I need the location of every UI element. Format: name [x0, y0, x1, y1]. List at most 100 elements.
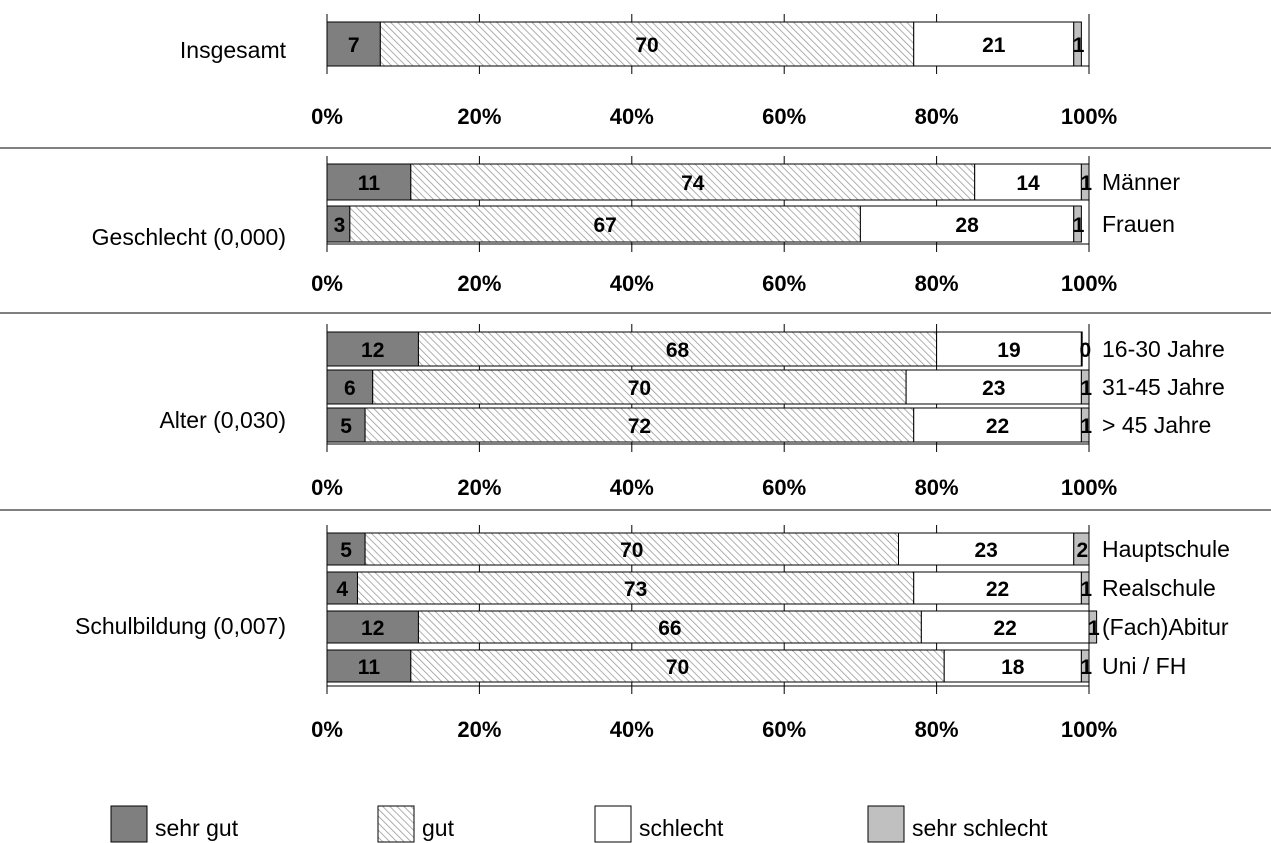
data-label: 1 — [1080, 172, 1092, 195]
data-label: 5 — [340, 415, 352, 438]
data-label: 22 — [994, 617, 1017, 640]
legend: sehr gut gut schlecht sehr schlecht — [110, 805, 1048, 843]
legend-label: gut — [422, 815, 455, 841]
bar-segment — [326, 369, 374, 405]
bar-segment — [326, 163, 412, 201]
data-label: 12 — [361, 617, 384, 640]
bar-segment — [417, 610, 922, 644]
bar-segment — [326, 571, 358, 605]
x-tick-label: 40% — [610, 717, 654, 742]
bar-segment — [326, 532, 366, 566]
data-label: 1 — [1080, 578, 1092, 601]
data-label: 2 — [1077, 539, 1089, 562]
x-tick-label: 60% — [762, 104, 806, 129]
data-label: 21 — [982, 34, 1006, 57]
x-tick-label: 20% — [457, 104, 501, 129]
data-label: 14 — [1016, 172, 1040, 195]
bar-segment — [1080, 407, 1090, 443]
data-label: 18 — [1001, 656, 1025, 679]
bar-segment — [326, 331, 419, 367]
bar-segment — [1073, 532, 1090, 566]
data-label: 3 — [334, 214, 346, 237]
row-label: (Fach)Abitur — [1102, 614, 1229, 640]
panel-group-label: Alter (0,030) — [159, 407, 286, 433]
bar-segment — [372, 369, 907, 405]
row-label: 31-45 Jahre — [1102, 374, 1225, 400]
data-label: 74 — [681, 172, 705, 195]
panel-group-label: Schulbildung (0,007) — [75, 613, 286, 639]
data-label: 66 — [658, 617, 681, 640]
data-label: 22 — [986, 415, 1009, 438]
data-label: 0 — [1080, 339, 1092, 362]
legend-label: sehr gut — [155, 815, 239, 841]
row-label: 16-30 Jahre — [1102, 336, 1225, 362]
row-label: Hauptschule — [1102, 536, 1230, 562]
x-tick-label: 20% — [457, 475, 501, 500]
x-tick-label: 100% — [1061, 475, 1117, 500]
x-tick-label: 20% — [457, 717, 501, 742]
data-label: 1 — [1088, 617, 1100, 640]
data-label: 19 — [997, 339, 1020, 362]
x-tick-label: 20% — [457, 271, 501, 296]
bar-segment — [920, 610, 1090, 644]
data-label: 70 — [666, 656, 689, 679]
bar-segment — [410, 649, 945, 683]
data-label: 4 — [336, 578, 348, 601]
data-label: 70 — [620, 539, 643, 562]
data-label: 70 — [628, 377, 651, 400]
x-tick-label: 100% — [1061, 271, 1117, 296]
bar-segment — [326, 610, 419, 644]
row-label: Frauen — [1102, 211, 1175, 237]
bar-segment — [974, 163, 1082, 201]
x-tick-label: 80% — [915, 271, 959, 296]
bar-segment — [326, 649, 412, 683]
panel-group-label: Geschlecht (0,000) — [92, 224, 286, 250]
x-tick-label: 60% — [762, 717, 806, 742]
legend-swatch — [377, 805, 415, 843]
data-label: 1 — [1080, 377, 1092, 400]
data-label: 1 — [1080, 415, 1092, 438]
x-tick-label: 40% — [610, 475, 654, 500]
bar-segment — [1080, 331, 1083, 367]
data-label: 22 — [986, 578, 1009, 601]
data-label: 1 — [1080, 656, 1092, 679]
data-label: 7 — [348, 34, 360, 57]
legend-swatch — [867, 805, 905, 843]
data-label: 23 — [982, 377, 1005, 400]
bar-segment — [1088, 610, 1098, 644]
data-label: 11 — [358, 656, 381, 679]
bar-segment — [905, 369, 1082, 405]
bar-segment — [913, 407, 1082, 443]
data-label: 67 — [593, 214, 616, 237]
row-label: Uni / FH — [1102, 653, 1186, 679]
row-label: > 45 Jahre — [1102, 412, 1211, 438]
data-label: 68 — [666, 339, 690, 362]
data-label: 12 — [361, 339, 384, 362]
x-tick-label: 0% — [311, 475, 343, 500]
x-tick-label: 40% — [610, 271, 654, 296]
panel-group-label: Insgesamt — [180, 37, 287, 63]
bar-segment — [1080, 649, 1090, 683]
data-label: 23 — [974, 539, 997, 562]
bar-segment — [364, 532, 900, 566]
data-label: 70 — [635, 34, 658, 57]
bar-segment — [410, 163, 976, 201]
bar-segment — [326, 407, 366, 443]
legend-swatch — [594, 805, 632, 843]
x-tick-label: 40% — [610, 104, 654, 129]
bar-segment — [349, 205, 861, 243]
row-label: Realschule — [1102, 575, 1216, 601]
legend-swatch — [110, 805, 148, 843]
bar-segment — [898, 532, 1075, 566]
data-label: 1 — [1073, 34, 1085, 57]
data-label: 11 — [358, 172, 381, 195]
x-tick-label: 80% — [915, 104, 959, 129]
x-tick-label: 60% — [762, 271, 806, 296]
row-label: Männer — [1102, 169, 1180, 195]
x-tick-label: 60% — [762, 475, 806, 500]
bar-segment — [1080, 369, 1090, 405]
bar-segment — [417, 331, 938, 367]
data-label: 73 — [624, 578, 647, 601]
bar-segment — [936, 331, 1082, 367]
